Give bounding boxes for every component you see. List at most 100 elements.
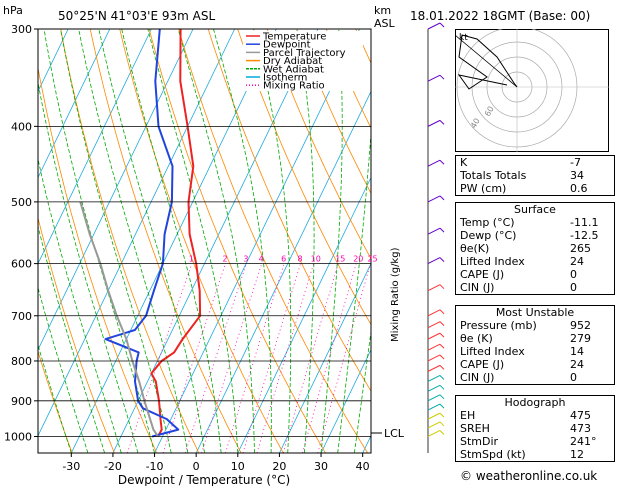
mixing-ratio-line xyxy=(282,263,339,453)
legend-entry: Dry Adiabat xyxy=(263,56,322,67)
surface-row: Dewp (°C) -12.5 xyxy=(460,229,599,242)
isotherm-line xyxy=(70,29,277,453)
pressure-unit-label: hPa xyxy=(3,4,23,17)
mixing-ratio-line xyxy=(302,263,357,453)
isotherm-line xyxy=(38,29,236,437)
surface-row: Lifted Index 24 xyxy=(460,255,584,268)
wind-barb xyxy=(427,74,441,82)
isotherm-line xyxy=(38,29,69,93)
wind-barb xyxy=(427,375,441,382)
hodograph-row: EH 475 xyxy=(460,409,591,422)
wind-barb xyxy=(427,257,441,265)
hodograph-title: Hodograph xyxy=(504,396,566,409)
wind-barb xyxy=(427,394,441,402)
hodograph-row: StmDir 241° xyxy=(460,435,597,448)
wind-barb xyxy=(427,430,441,437)
wet-adiabat-line xyxy=(147,29,239,453)
dry-adiabat-line xyxy=(38,349,73,453)
legend-entry: Mixing Ratio xyxy=(263,81,325,92)
wind-barb-flag xyxy=(439,412,445,418)
wet-adiabat-line xyxy=(98,29,205,453)
pressure-tick-label: 300 xyxy=(11,23,32,36)
legend-entry: Parcel Trajectory xyxy=(263,48,346,59)
x-axis-title: Dewpoint / Temperature (°C) xyxy=(118,473,290,486)
plot-frame xyxy=(37,28,372,454)
wind-barb xyxy=(427,22,441,30)
mixing-ratio-line xyxy=(256,263,315,453)
wind-barb xyxy=(427,412,441,420)
most-unstable-row: Lifted Index 14 xyxy=(460,345,584,358)
series-dewpoint xyxy=(104,29,180,438)
most-unstable-row: CAPE (J) 24 xyxy=(460,358,584,371)
mixing-ratio-label: 20 xyxy=(353,255,363,264)
mixing-ratio-label: 15 xyxy=(335,255,345,264)
dry-adiabat-line xyxy=(0,29,30,453)
wet-adiabat-line xyxy=(253,29,292,453)
pressure-tick-label: 700 xyxy=(11,310,32,323)
pressure-tick-label: 400 xyxy=(11,120,32,133)
isotherm-line xyxy=(154,29,360,453)
wind-barb-flag xyxy=(439,309,445,315)
most-unstable-row: CIN (J) 0 xyxy=(460,371,577,384)
mixing-ratio-label: 25 xyxy=(367,255,377,264)
wind-barb-flag xyxy=(439,74,445,80)
mixing-ratio-line xyxy=(184,263,247,453)
temperature-tick-label: -10 xyxy=(146,460,164,473)
wind-barb-flag xyxy=(439,195,445,201)
wind-barb xyxy=(427,309,441,317)
wet-adiabat-line xyxy=(177,29,255,453)
wet-adiabat-line xyxy=(38,157,122,453)
wind-barb xyxy=(427,364,441,372)
dry-adiabat-line xyxy=(266,29,371,260)
wind-barb-flag xyxy=(439,321,445,326)
legend-entry: Isotherm xyxy=(263,73,307,84)
index-row: PW (cm) 0.6 xyxy=(460,182,588,195)
wind-barb-flag xyxy=(439,120,445,125)
mixing-ratio-label: 2 xyxy=(222,255,227,264)
dry-adiabat-line xyxy=(621,29,629,453)
mixing-ratio-line xyxy=(242,263,301,453)
wet-adiabat-line xyxy=(38,80,139,453)
wind-barb-flag xyxy=(439,384,445,390)
wet-adiabat-line xyxy=(213,29,272,453)
surface-row: CAPE (J) 0 xyxy=(460,268,577,281)
background-lines xyxy=(0,29,629,453)
wind-barb xyxy=(427,284,441,292)
isotherm-line xyxy=(112,29,319,453)
temperature-tick-label: 20 xyxy=(272,460,286,473)
wind-barb xyxy=(427,119,441,127)
wind-barb-flag xyxy=(439,332,445,338)
wind-barb-flag xyxy=(439,257,445,262)
wet-adiabat-line xyxy=(337,127,371,453)
wet-adiabat-line xyxy=(60,29,172,453)
hodograph-row: SREH 473 xyxy=(460,422,591,435)
surface-panel: Surface Temp (°C) -11.1 Dewp (°C) -12.5 θe… xyxy=(455,202,615,295)
wet-adiabat-line xyxy=(38,224,105,453)
isotherm-line xyxy=(38,29,194,351)
hodograph-unit-label: kt xyxy=(459,33,468,43)
wind-barb xyxy=(427,343,441,351)
mixing-ratio-line xyxy=(225,263,285,453)
temperature-tick-label: -30 xyxy=(62,460,80,473)
wind-barb-flag xyxy=(439,354,445,360)
mixing-ratio-line xyxy=(317,263,371,453)
wind-barb-flag xyxy=(439,375,445,380)
temperature-tick-label: 10 xyxy=(231,460,245,473)
credit-text: © weatheronline.co.uk xyxy=(460,469,598,483)
wind-barb xyxy=(427,384,441,392)
surface-row: θe(K) 265 xyxy=(460,242,591,255)
surface-title: Surface xyxy=(514,203,556,216)
wind-barb xyxy=(427,421,441,429)
wind-barb-flag xyxy=(439,22,445,28)
legend-entry: Dewpoint xyxy=(263,40,311,51)
wind-barb xyxy=(427,354,441,362)
legend-entry: Temperature xyxy=(262,32,326,43)
dry-adiabat-line xyxy=(237,29,371,326)
wind-barb xyxy=(427,195,441,203)
index-row: Totals Totals 34 xyxy=(460,169,584,182)
wind-barb xyxy=(427,159,441,167)
wind-barbs xyxy=(427,22,445,453)
wind-barb-flag xyxy=(439,421,445,427)
